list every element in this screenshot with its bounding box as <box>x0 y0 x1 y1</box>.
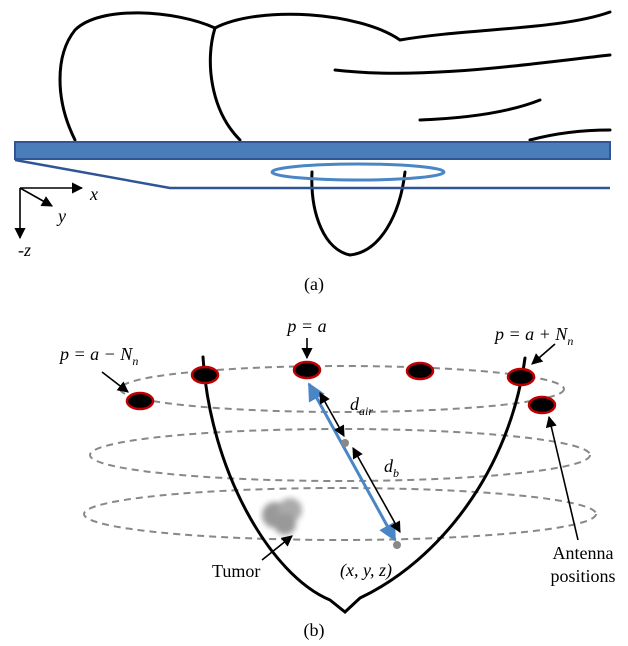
label: db <box>384 456 399 480</box>
axes: x y -z <box>18 184 98 260</box>
caption: (a) <box>304 274 324 295</box>
label-sub: n <box>567 334 573 348</box>
caption: (b) <box>304 620 325 641</box>
point <box>393 541 401 549</box>
label: p = a + Nn <box>493 324 573 348</box>
label: p = a <box>285 316 326 336</box>
label-sub: b <box>393 466 399 480</box>
diagram: x y -z (a) p = a p = a − Nn p = a + Nn d… <box>0 0 628 646</box>
label: positions <box>550 566 615 586</box>
point <box>341 439 349 447</box>
label-main: p = a + N <box>493 324 568 344</box>
label-sub: n <box>132 354 138 368</box>
tumor <box>262 498 302 535</box>
label: Tumor <box>212 561 260 581</box>
label: dair <box>350 394 373 418</box>
label: Antenna <box>553 543 614 563</box>
axis-label: y <box>56 206 66 226</box>
label-main: p = a − N <box>58 344 133 364</box>
axis-label: -z <box>18 240 31 260</box>
patient <box>60 12 610 255</box>
label: (x, y, z) <box>340 560 392 581</box>
label-sub: air <box>359 404 373 418</box>
label: p = a − Nn <box>58 344 138 368</box>
axis-label: x <box>89 184 98 204</box>
